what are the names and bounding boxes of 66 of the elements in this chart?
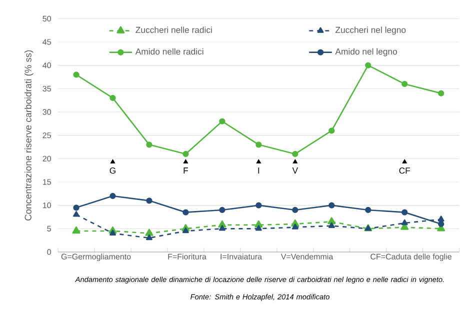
point: [219, 118, 226, 124]
y-tick-label: 20: [42, 156, 51, 162]
point: [182, 227, 189, 234]
y-tick-label: 5: [47, 226, 51, 232]
y-axis-title: Concentrazione riserve carboidrati (% ss): [24, 50, 34, 220]
y-tick-label: 25: [42, 132, 51, 138]
point: [73, 72, 80, 78]
y-tick-label: 50: [42, 16, 51, 22]
legend-label: Amido nelle radici: [135, 48, 204, 55]
point: [110, 94, 116, 102]
y-tick-label: 0: [47, 249, 51, 255]
text: I=Invaiatura: [220, 254, 262, 260]
point: [328, 202, 335, 208]
point: [292, 159, 298, 164]
data-label: I: [258, 168, 260, 174]
y-tick-label: 30: [42, 109, 51, 115]
point: [73, 204, 80, 211]
text: F=Fioritura: [168, 254, 206, 260]
point: [438, 216, 444, 222]
point: [256, 142, 262, 148]
point: [438, 90, 444, 96]
point: [402, 159, 407, 164]
point: [255, 225, 262, 231]
point: [401, 219, 408, 226]
y-tick-label: 10: [43, 202, 51, 208]
point: [256, 202, 262, 208]
point: [365, 206, 372, 214]
point: [73, 211, 80, 217]
y-tick-label: 45: [42, 39, 51, 45]
point: [328, 217, 336, 224]
point: [328, 222, 335, 228]
y-tick-label: 40: [42, 62, 51, 68]
text: CF=Caduta delle foglie: [370, 254, 452, 262]
legend-label: Zuccheri nelle radici: [136, 26, 212, 33]
point: [438, 220, 444, 228]
point: [110, 159, 116, 164]
data-label: G: [110, 168, 116, 174]
point: [146, 142, 152, 148]
point: [365, 62, 372, 68]
y-tick-label: 35: [42, 86, 51, 92]
point: [146, 198, 152, 204]
point: [145, 228, 154, 236]
point: [183, 159, 188, 164]
point: [292, 206, 298, 214]
text: G=Germogliamento: [61, 254, 131, 262]
point: [328, 128, 335, 134]
point: [292, 150, 298, 158]
point: [402, 209, 408, 216]
point: [256, 159, 262, 164]
point: [182, 150, 189, 158]
text: V=Vendemmia: [280, 254, 334, 260]
point: [182, 209, 189, 216]
data-label: CF: [399, 168, 410, 174]
point: [110, 230, 116, 236]
point: [292, 224, 298, 230]
y-tick-label: 15: [43, 179, 51, 185]
point: [402, 80, 408, 88]
data-label: V: [292, 168, 298, 174]
point: [218, 225, 226, 231]
legend-label: Zuccheri nel legno: [335, 26, 406, 35]
point: [146, 234, 152, 240]
point: [110, 192, 116, 200]
point: [72, 226, 80, 234]
legend-label: Amido nel legno: [335, 48, 397, 56]
point: [219, 206, 226, 214]
data-label: F: [184, 168, 188, 174]
